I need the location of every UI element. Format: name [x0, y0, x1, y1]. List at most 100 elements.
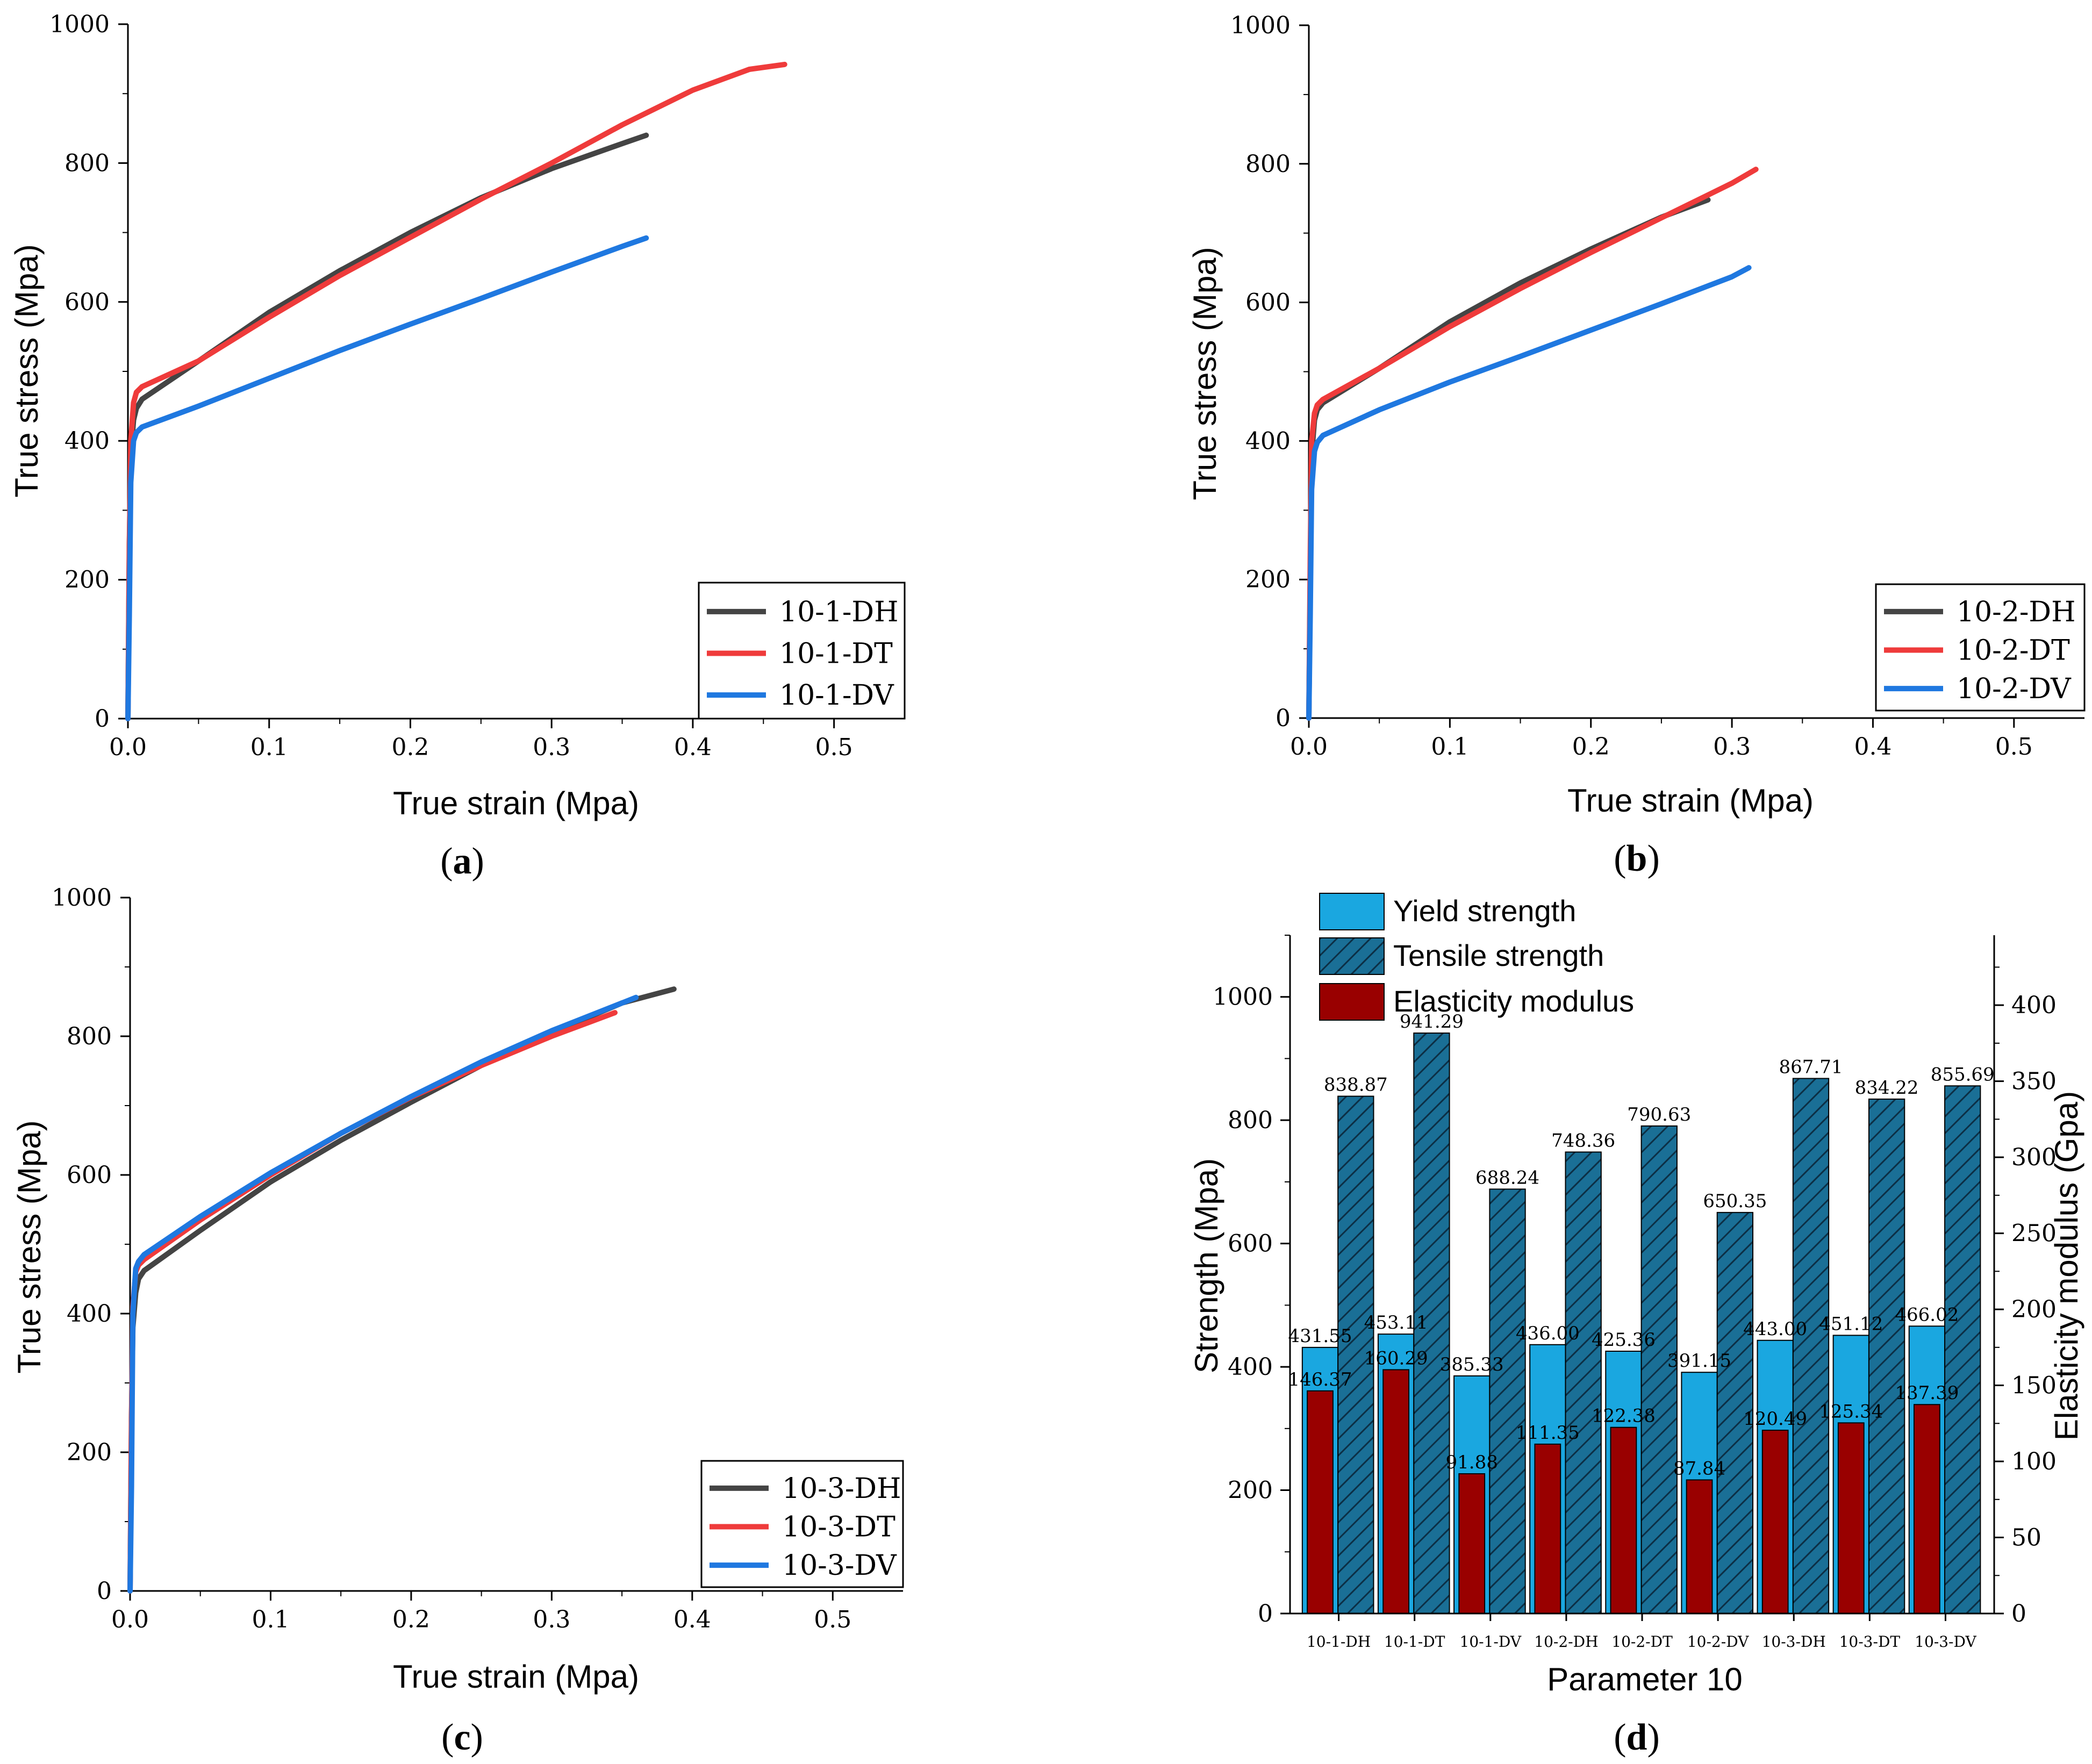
bar-modulus-10-3-DT — [1837, 1422, 1865, 1614]
y-tick-label: 600 — [67, 1161, 112, 1189]
y-right-tick-label: 0 — [2011, 1600, 2026, 1627]
data-label-yield: 425.36 — [1592, 1329, 1656, 1351]
data-label-yield: 466.02 — [1895, 1304, 1959, 1325]
panel-d-caption: (d) — [1614, 1717, 1660, 1758]
bar-modulus-10-2-DH — [1534, 1443, 1561, 1615]
x-tick-label: 0.2 — [392, 1606, 430, 1633]
y-right-tick-label: 400 — [2011, 992, 2057, 1019]
data-label-modulus: 125.34 — [1819, 1401, 1883, 1422]
legend-label-10-2-DT: 10-2-DT — [1957, 635, 2070, 667]
y-tick-label: 600 — [1245, 289, 1291, 317]
panel-a-ticks: 0.0 0.1 0.2 0.3 0.4 0.5 0 200 400 600 800 1000 — [49, 11, 853, 761]
x-category-label: 10-3-DH — [1762, 1633, 1826, 1651]
panel-c-legend: 10-3-DH 10-3-DT 10-3-DV — [700, 1460, 904, 1588]
y-left-tick-label: 1000 — [1213, 984, 1273, 1011]
panel-b-xlabel: True strain (Mpa) — [1567, 783, 1814, 819]
data-label-tensile: 855.69 — [1931, 1064, 1995, 1085]
data-label-yield: 431.55 — [1288, 1325, 1352, 1347]
data-label-yield: 436.00 — [1516, 1323, 1580, 1344]
x-tick-label: 0.0 — [111, 1606, 149, 1633]
bar-tensile-10-2-DH — [1565, 1151, 1602, 1614]
panel-a-caption: (a) — [440, 841, 484, 882]
legend-label-10-3-DH: 10-3-DH — [782, 1473, 901, 1505]
x-category-label: 10-1-DH — [1307, 1633, 1371, 1651]
data-label-tensile: 834.22 — [1855, 1077, 1919, 1099]
panel-a-ylabel: True stress (Mpa) — [9, 244, 45, 497]
series-line-10-3-DV — [127, 994, 639, 1594]
series-line-10-2-DH — [1306, 197, 1711, 721]
panel-c-caption-letter: c — [454, 1717, 470, 1758]
series-line-10-3-DH — [127, 986, 677, 1594]
panel-a: 0.0 0.1 0.2 0.3 0.4 0.5 0 200 400 600 800 1000 10-1… — [9, 11, 906, 882]
data-label-modulus: 122.38 — [1592, 1406, 1656, 1427]
legend-label-10-2-DV: 10-2-DV — [1957, 673, 2072, 705]
x-category-label: 10-1-DV — [1460, 1633, 1522, 1651]
bar-tensile-10-1-DV — [1489, 1188, 1526, 1615]
panel-b-ticks: 0.0 0.1 0.2 0.3 0.4 0.5 0 200 400 600 800 1000 — [1230, 12, 2033, 761]
panel-d-ylabel-right: Elasticity modulus (Gpa) — [2048, 1091, 2084, 1440]
legend-label-10-3-DV: 10-3-DV — [782, 1550, 897, 1582]
bar-modulus-10-2-DT — [1610, 1426, 1637, 1615]
y-right-tick-label: 50 — [2011, 1524, 2041, 1552]
series-line-10-2-DT — [1306, 167, 1759, 721]
bar-modulus-10-1-DV — [1458, 1473, 1486, 1614]
x-tick-label: 0.3 — [533, 734, 570, 761]
x-tick-label: 0.4 — [1854, 733, 1892, 761]
bar-tensile-10-3-DV — [1944, 1085, 1981, 1614]
y-tick-label: 0 — [1276, 705, 1291, 732]
panel-d-xlabel: Parameter 10 — [1547, 1661, 1743, 1697]
panel-b-ylabel: True stress (Mpa) — [1187, 247, 1223, 500]
panel-d-ylabel-left: Strength (Mpa) — [1188, 1158, 1224, 1373]
legend-label-Yield strength: Yield strength — [1393, 894, 1576, 928]
y-tick-label: 800 — [67, 1023, 112, 1050]
data-label-modulus: 160.29 — [1364, 1347, 1428, 1369]
panel-c-ylabel: True stress (Mpa) — [11, 1120, 47, 1373]
panel-a-legend: 10-1-DH 10-1-DT 10-1-DV — [698, 582, 906, 720]
panel-a-caption-letter: a — [453, 841, 472, 882]
x-tick-label: 0.1 — [252, 1606, 289, 1633]
x-category-label: 10-2-DV — [1687, 1633, 1749, 1651]
x-tick-label: 0.5 — [1995, 733, 2033, 761]
x-category-label: 10-1-DT — [1384, 1633, 1445, 1651]
y-tick-label: 0 — [95, 705, 110, 733]
y-right-tick-label: 350 — [2011, 1068, 2057, 1095]
data-label-yield: 443.00 — [1743, 1318, 1807, 1340]
panel-b-caption-letter: b — [1627, 838, 1647, 879]
x-tick-label: 0.1 — [250, 734, 288, 761]
x-category-label: 10-2-DH — [1534, 1633, 1598, 1651]
bar-tensile-10-3-DT — [1868, 1098, 1905, 1614]
panel-d-ticks: 10-1-DH 10-1-DT 10-1-DV 10-2-DH 10-2-DT 10-2-… — [1213, 935, 2057, 1651]
panel-a-xlabel: True strain (Mpa) — [393, 785, 639, 821]
y-tick-label: 200 — [1245, 566, 1291, 593]
panel-d-legend: Yield strength Tensile strength Elasticity… — [1319, 893, 1634, 1021]
x-category-label: 10-3-DT — [1839, 1633, 1901, 1651]
panel-c-plot — [127, 986, 677, 1594]
bar-modulus-10-2-DV — [1686, 1479, 1713, 1614]
y-right-tick-label: 300 — [2011, 1144, 2057, 1171]
data-label-modulus: 91.88 — [1446, 1452, 1498, 1473]
y-tick-label: 400 — [67, 1300, 112, 1328]
x-tick-label: 0.4 — [674, 1606, 711, 1633]
y-left-tick-label: 400 — [1228, 1353, 1273, 1381]
x-tick-label: 0.0 — [109, 734, 147, 761]
data-label-yield: 385.33 — [1440, 1354, 1504, 1375]
panel-d-data-labels: 431.55 838.87 146.37 453.11 941.29 160.29 385.… — [1288, 1011, 1994, 1479]
y-right-tick-label: 150 — [2011, 1372, 2057, 1400]
data-label-yield: 451.12 — [1819, 1313, 1883, 1335]
x-category-label: 10-3-DV — [1915, 1633, 1976, 1651]
data-label-tensile: 688.24 — [1475, 1167, 1539, 1188]
y-tick-label: 1000 — [1230, 12, 1291, 39]
panel-d-caption-letter: d — [1627, 1717, 1647, 1758]
legend-swatch-Elasticity modulus — [1319, 983, 1385, 1021]
x-tick-label: 0.5 — [814, 1606, 851, 1633]
y-tick-label: 0 — [97, 1577, 112, 1605]
data-label-tensile: 838.87 — [1324, 1074, 1388, 1096]
y-right-tick-label: 100 — [2011, 1448, 2057, 1475]
series-line-10-1-DT — [125, 61, 787, 721]
panel-b: 0.0 0.1 0.2 0.3 0.4 0.5 0 200 400 600 800 1000 10-2… — [1187, 12, 2086, 879]
legend-label-10-1-DV: 10-1-DV — [779, 679, 894, 712]
y-left-tick-label: 600 — [1228, 1230, 1273, 1258]
y-right-tick-label: 200 — [2011, 1296, 2057, 1323]
legend-label-10-1-DH: 10-1-DH — [779, 596, 898, 628]
